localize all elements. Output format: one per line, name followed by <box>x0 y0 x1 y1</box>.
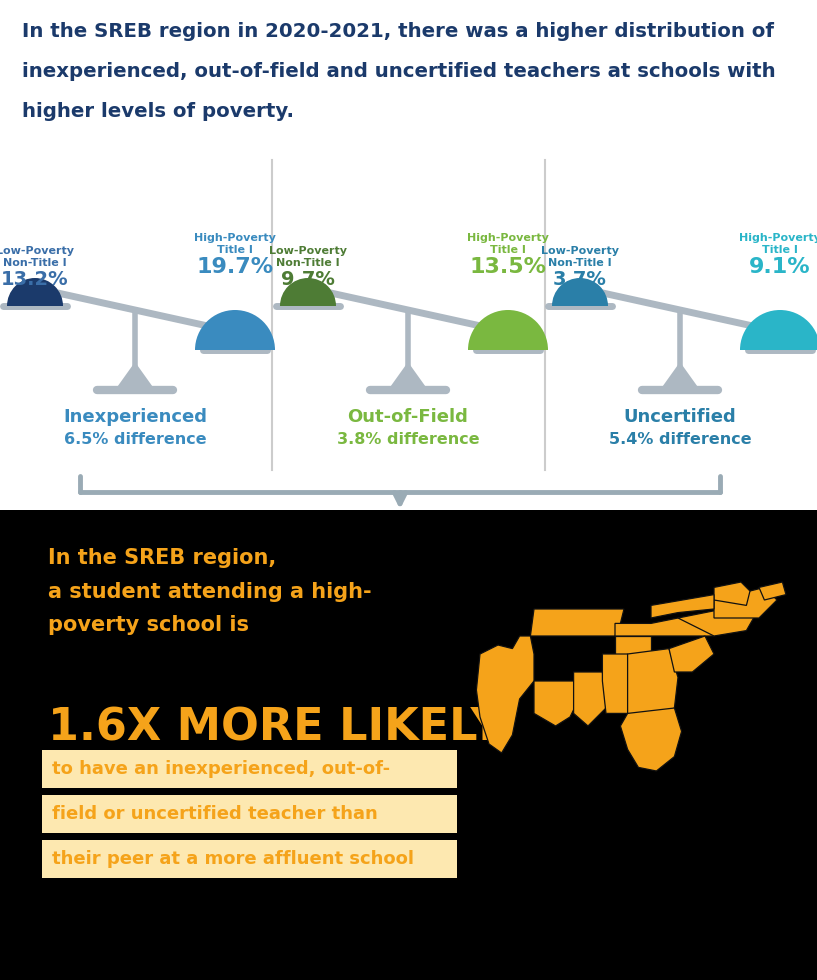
Wedge shape <box>280 278 336 306</box>
Polygon shape <box>627 649 678 720</box>
Polygon shape <box>759 582 786 600</box>
Bar <box>0 0 817 510</box>
Text: 3.8% difference: 3.8% difference <box>337 432 480 447</box>
Bar <box>0 510 817 980</box>
Text: Low-Poverty
Non-Title I: Low-Poverty Non-Title I <box>269 246 347 268</box>
Wedge shape <box>468 310 548 350</box>
Text: field or uncertified teacher than: field or uncertified teacher than <box>52 805 377 823</box>
Text: High-Poverty
Title I: High-Poverty Title I <box>467 232 549 255</box>
Bar <box>42 795 457 833</box>
Text: 1.6X MORE LIKELY: 1.6X MORE LIKELY <box>48 706 502 749</box>
Polygon shape <box>615 636 651 672</box>
Bar <box>42 840 457 878</box>
Wedge shape <box>195 310 275 350</box>
Polygon shape <box>714 582 750 606</box>
Polygon shape <box>620 708 681 771</box>
Polygon shape <box>669 636 714 672</box>
Wedge shape <box>7 278 63 306</box>
Polygon shape <box>530 609 624 636</box>
Text: Low-Poverty
Non-Title I: Low-Poverty Non-Title I <box>541 246 619 268</box>
Text: higher levels of poverty.: higher levels of poverty. <box>22 102 294 121</box>
Text: to have an inexperienced, out-of-: to have an inexperienced, out-of- <box>52 760 391 778</box>
Polygon shape <box>678 606 753 636</box>
Text: 9.1%: 9.1% <box>749 257 810 277</box>
Bar <box>42 750 457 788</box>
Polygon shape <box>574 672 606 726</box>
Polygon shape <box>388 362 428 390</box>
Text: Inexperienced: Inexperienced <box>63 408 207 426</box>
Polygon shape <box>534 681 579 726</box>
Polygon shape <box>651 595 714 618</box>
Polygon shape <box>714 587 777 618</box>
Text: 13.5%: 13.5% <box>470 257 547 277</box>
Text: In the SREB region,
a student attending a high-
poverty school is: In the SREB region, a student attending … <box>48 548 372 635</box>
Wedge shape <box>552 278 608 306</box>
Text: 5.4% difference: 5.4% difference <box>609 432 752 447</box>
Text: High-Poverty
Title I: High-Poverty Title I <box>739 232 817 255</box>
Polygon shape <box>476 636 534 753</box>
Polygon shape <box>660 362 700 390</box>
Text: Low-Poverty
Non-Title I: Low-Poverty Non-Title I <box>0 246 74 268</box>
Text: 19.7%: 19.7% <box>196 257 274 277</box>
Text: their peer at a more affluent school: their peer at a more affluent school <box>52 850 414 868</box>
Text: 6.5% difference: 6.5% difference <box>64 432 207 447</box>
Text: Uncertified: Uncertified <box>623 408 736 426</box>
Text: In the SREB region in 2020-2021, there was a higher distribution of: In the SREB region in 2020-2021, there w… <box>22 22 774 41</box>
Text: 9.7%: 9.7% <box>281 270 335 289</box>
Text: High-Poverty
Title I: High-Poverty Title I <box>194 232 276 255</box>
Text: inexperienced, out-of-field and uncertified teachers at schools with: inexperienced, out-of-field and uncertif… <box>22 62 775 81</box>
Polygon shape <box>615 618 714 636</box>
Wedge shape <box>740 310 817 350</box>
Text: Out-of-Field: Out-of-Field <box>347 408 468 426</box>
Polygon shape <box>115 362 155 390</box>
Polygon shape <box>602 654 632 713</box>
Text: 13.2%: 13.2% <box>1 270 69 289</box>
Text: 3.7%: 3.7% <box>553 270 607 289</box>
